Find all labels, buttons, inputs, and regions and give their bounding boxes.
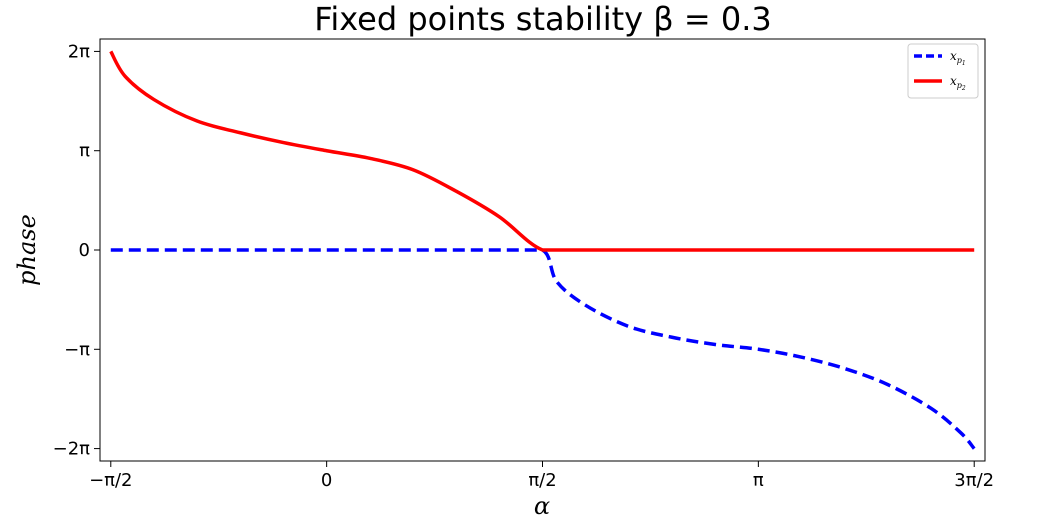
- y-tick-label-1: π: [79, 141, 90, 162]
- y-tick-label-3: −π: [64, 339, 90, 360]
- y-tick-label-2: 0: [79, 240, 90, 261]
- legend-box: [907, 43, 979, 99]
- ticks-layer: −π/2 0 π/2 π 3π/2 2π π 0 −π −2π: [53, 41, 994, 491]
- x-tick-label-0: −π/2: [89, 470, 132, 491]
- legend-label-series-2-sub: p2: [957, 81, 966, 92]
- series-layer: [109, 50, 976, 450]
- x-tick-label-4: 3π/2: [954, 470, 994, 491]
- legend: xp1 xp2: [907, 43, 979, 99]
- y-axis-label: phase: [13, 214, 41, 286]
- x-tick-label-3: π: [753, 470, 764, 491]
- x-tick-label-2: π/2: [528, 470, 556, 491]
- legend-label-series-1-sub: p1: [957, 56, 966, 67]
- series-line-1: [110, 248, 976, 450]
- chart-title: Fixed points stability β = 0.3: [314, 0, 771, 38]
- y-tick-label-0: 2π: [68, 41, 90, 62]
- y-tick-label-4: −2π: [53, 439, 91, 460]
- plot-frame: [99, 38, 986, 462]
- x-tick-label-1: 0: [321, 470, 332, 491]
- series-line-2: [109, 50, 975, 252]
- x-axis-label: α: [534, 492, 550, 518]
